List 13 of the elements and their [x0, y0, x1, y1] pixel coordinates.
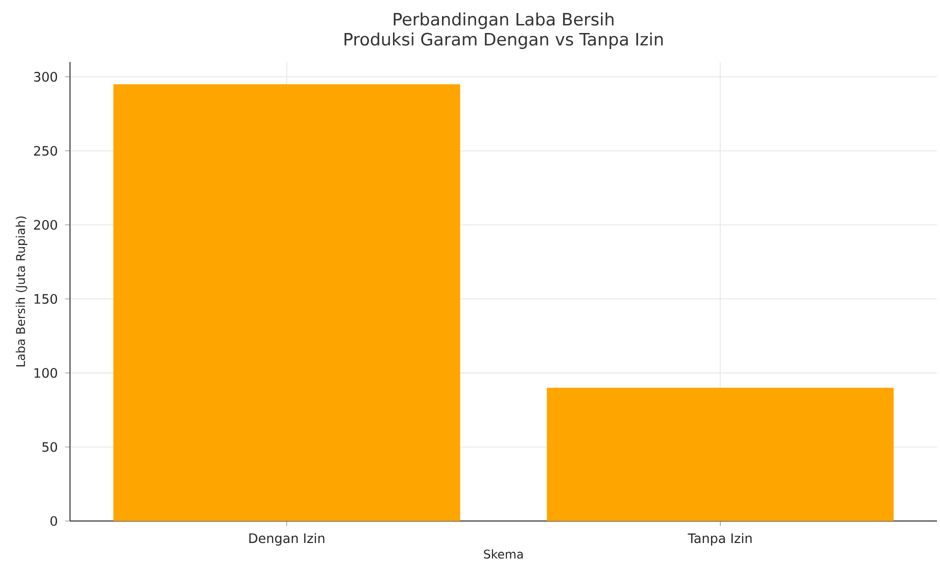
y-axis-title: Laba Bersih (Juta Rupiah) [16, 216, 28, 366]
chart-subtitle: Produksi Garam Dengan vs Tanpa Izin [344, 32, 663, 49]
y-tick-label: 100 [34, 368, 58, 378]
x-tick-label: Dengan Izin [249, 533, 324, 546]
chart-title: Perbandingan Laba Bersih [394, 12, 614, 29]
y-tick-label: 250 [34, 146, 58, 156]
x-axis-title: Skema [484, 549, 523, 559]
y-tick-label: 300 [34, 72, 58, 82]
y-tick-label: 0 [50, 516, 58, 526]
y-tick-label: 200 [34, 220, 58, 230]
y-tick-label: 150 [34, 294, 58, 304]
y-tick-label: 50 [42, 442, 58, 452]
x-tick-label: Tanpa Izin [688, 533, 752, 546]
